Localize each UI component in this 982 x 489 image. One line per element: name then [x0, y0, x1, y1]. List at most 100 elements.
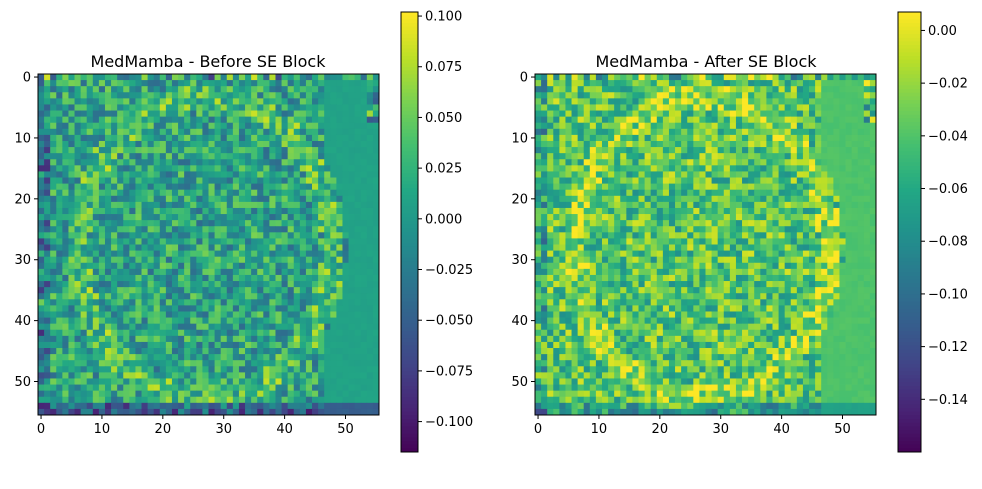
chart-title: MedMamba - Before SE Block	[91, 52, 327, 71]
heatmap-cell	[729, 238, 737, 245]
heatmap-cell	[821, 153, 828, 160]
heatmap-cell	[626, 80, 633, 87]
heatmap-cell	[318, 92, 325, 99]
heatmap-cell	[336, 177, 343, 185]
heatmap-cell	[784, 98, 792, 105]
heatmap-cell	[220, 140, 228, 148]
heatmap-cell	[226, 207, 234, 215]
colorbar-segment	[401, 158, 418, 163]
colorbar-segment	[401, 356, 418, 361]
heatmap-cell	[553, 80, 560, 87]
heatmap-cell	[330, 281, 337, 288]
heatmap-cell	[638, 171, 646, 178]
heatmap-cell	[92, 159, 100, 166]
heatmap-cell	[699, 110, 706, 118]
heatmap-cell	[687, 80, 694, 87]
heatmap-cell	[86, 390, 94, 398]
heatmap-cell	[104, 329, 112, 337]
heatmap-cell	[245, 189, 252, 197]
heatmap-cell	[330, 335, 337, 343]
heatmap-cell	[802, 220, 810, 227]
heatmap-cell	[135, 201, 142, 209]
heatmap-cell	[171, 214, 179, 221]
heatmap-cell	[535, 250, 542, 258]
heatmap-cell	[92, 122, 100, 130]
y-tick-label: 50	[14, 375, 31, 390]
heatmap-cell	[644, 189, 652, 197]
heatmap-cell	[559, 80, 566, 87]
heatmap-cell	[238, 366, 246, 373]
heatmap-cell	[796, 214, 804, 221]
heatmap-cell	[324, 86, 331, 93]
heatmap-cell	[312, 153, 319, 160]
heatmap-cell	[98, 74, 106, 81]
heatmap-cell	[281, 226, 289, 233]
heatmap-cell	[178, 140, 185, 148]
heatmap-cell	[687, 171, 694, 178]
heatmap-cell	[699, 220, 706, 227]
heatmap-cell	[754, 74, 761, 81]
heatmap-cell	[626, 74, 633, 81]
heatmap-cell	[123, 384, 130, 392]
heatmap-cell	[104, 177, 112, 185]
heatmap-cell	[318, 354, 325, 361]
heatmap-cell	[336, 335, 343, 343]
heatmap-cell	[735, 183, 743, 191]
heatmap-cell	[312, 348, 319, 355]
heatmap-cell	[735, 220, 743, 227]
heatmap-cell	[159, 116, 167, 124]
heatmap-cell	[312, 98, 319, 105]
heatmap-cell	[232, 408, 240, 416]
heatmap-cell	[723, 195, 731, 203]
heatmap-cell	[766, 189, 773, 197]
heatmap-cell	[171, 311, 179, 318]
heatmap-cell	[632, 177, 639, 185]
heatmap-cell	[275, 354, 282, 361]
heatmap-cell	[263, 341, 270, 349]
heatmap-cell	[141, 250, 149, 258]
heatmap-cell	[287, 183, 295, 191]
heatmap-cell	[827, 220, 834, 227]
heatmap-cell	[184, 299, 191, 306]
heatmap-cell	[644, 244, 652, 251]
heatmap-cell	[729, 128, 737, 136]
heatmap-cell	[56, 159, 63, 166]
heatmap-cell	[38, 226, 45, 233]
heatmap-cell	[232, 384, 240, 392]
heatmap-cell	[281, 354, 289, 361]
heatmap-cell	[147, 348, 155, 355]
heatmap-cell	[299, 244, 307, 251]
heatmap-cell	[318, 268, 325, 276]
heatmap-cell	[583, 183, 591, 191]
heatmap-cell	[705, 74, 712, 81]
heatmap-cell	[159, 140, 167, 148]
heatmap-cell	[693, 226, 700, 233]
heatmap-cell	[208, 390, 215, 398]
heatmap-cell	[778, 74, 786, 81]
heatmap-cell	[772, 207, 779, 215]
heatmap-cell	[226, 287, 234, 294]
heatmap-cell	[535, 201, 542, 209]
heatmap-cell	[305, 134, 313, 142]
heatmap-cell	[366, 341, 374, 349]
heatmap-cell	[809, 165, 816, 172]
colorbar-segment	[401, 177, 418, 182]
heatmap-cell	[650, 159, 658, 166]
heatmap-cell	[208, 329, 215, 337]
heatmap-cell	[754, 128, 761, 136]
heatmap-cell	[129, 281, 136, 288]
heatmap-cell	[98, 256, 106, 264]
heatmap-cell	[299, 147, 307, 154]
heatmap-cell	[86, 256, 94, 264]
heatmap-cell	[92, 287, 100, 294]
heatmap-cell	[851, 116, 859, 124]
heatmap-cell	[275, 360, 282, 367]
heatmap-cell	[354, 360, 362, 367]
heatmap-cell	[748, 128, 755, 136]
heatmap-cell	[123, 390, 130, 398]
heatmap-cell	[56, 147, 63, 154]
heatmap-cell	[141, 165, 149, 172]
heatmap-cell	[165, 293, 173, 300]
heatmap-cell	[620, 177, 627, 185]
heatmap-cell	[171, 195, 179, 203]
